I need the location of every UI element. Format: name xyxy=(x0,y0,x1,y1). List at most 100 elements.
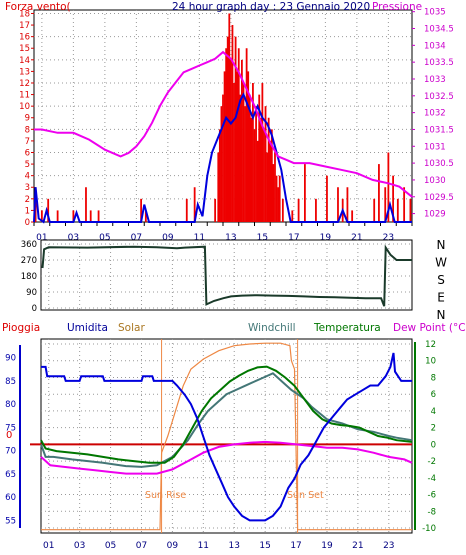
hour-tick-label: 07 xyxy=(131,233,142,243)
humidity-tick-label: 75 xyxy=(5,423,16,433)
wind-tick-label: 12 xyxy=(19,79,30,89)
pressure-tick-label: 1035 xyxy=(424,8,446,18)
humidity-tick-label: 70 xyxy=(5,447,16,457)
wind-direction-panel xyxy=(40,239,413,311)
hour-tick-label: 15 xyxy=(259,541,270,551)
compass-label: N xyxy=(437,308,446,322)
hour-tick-label: 15 xyxy=(257,233,268,243)
direction-axis-ticks: 0 90 180 270 360 xyxy=(21,240,37,314)
temperature-tick-label: 12 xyxy=(425,340,436,350)
hour-tick-label: 07 xyxy=(136,541,147,551)
umidita-line xyxy=(41,352,412,522)
hour-tick-label: 11 xyxy=(198,541,209,551)
graph-title: 24 hour graph day : 23 Gennaio 2020 xyxy=(172,1,370,13)
hour-tick-label: 19 xyxy=(321,541,333,551)
temperature-humidity-panel xyxy=(40,338,413,534)
wind-tick-label: 17 xyxy=(19,21,30,31)
pressure-tick-label: 1029 xyxy=(424,210,446,220)
temperature-axis-ticks: -10 -8 -6 -4 -2 0 2 4 6 8 10 12 xyxy=(422,340,436,534)
direction-tick-label: 360 xyxy=(21,240,37,250)
windchill-label: Windchill xyxy=(248,322,296,334)
direction-tick-label: 0 xyxy=(32,304,37,314)
compass-label: N xyxy=(437,238,446,252)
temperature-tick-label: -6 xyxy=(428,491,436,501)
hour-tick-label: 01 xyxy=(36,233,47,243)
pressure-tick-label: 1030 xyxy=(424,176,446,186)
direction-tick-label: 270 xyxy=(21,256,37,266)
wind-tick-label: 8 xyxy=(25,125,30,135)
wind-tick-label: 16 xyxy=(19,33,30,43)
hour-tick-label: 17 xyxy=(288,233,299,243)
pressure-label: Pressione xyxy=(372,1,422,13)
hour-tick-label: 09 xyxy=(162,233,174,243)
pressure-tick-label: 1032 xyxy=(424,109,446,119)
hour-tick-label: 05 xyxy=(105,541,116,551)
temperature-tick-label: 0 xyxy=(431,440,436,450)
pressure-line xyxy=(34,50,413,198)
wind-tick-label: 10 xyxy=(19,102,30,112)
wind-pressure-series xyxy=(33,13,413,224)
humidity-tick-label: 90 xyxy=(5,354,16,364)
wind-tick-label: 9 xyxy=(25,114,30,124)
hour-tick-label: 03 xyxy=(74,541,85,551)
temperature-tick-label: -4 xyxy=(428,474,436,484)
hour-tick-label: 13 xyxy=(225,233,236,243)
wind-average-line xyxy=(33,92,412,224)
pressure-tick-label: 1034 xyxy=(424,41,446,51)
hour-tick-label: 01 xyxy=(43,541,54,551)
wind-tick-label: 14 xyxy=(19,56,30,66)
temperature-tick-label: -2 xyxy=(428,457,436,467)
hour-tick-label: 19 xyxy=(320,233,332,243)
hour-tick-label: 03 xyxy=(68,233,79,243)
wind-tick-label: 13 xyxy=(19,67,30,77)
hour-tick-label: 17 xyxy=(290,541,301,551)
pressure-axis-ticks: 1029 1029.5 1030 1030.5 1031 1031.5 1032 1032.5… xyxy=(412,8,454,220)
hour-tick-label: 21 xyxy=(351,233,362,243)
pressure-tick-label: 1032.5 xyxy=(424,92,454,102)
wind-direction-series xyxy=(41,244,412,307)
temperature-label: Temperatura xyxy=(313,322,381,334)
solar-label: Solar xyxy=(118,322,145,334)
wind-tick-label: 6 xyxy=(25,148,30,158)
hour-tick-label: 09 xyxy=(167,541,179,551)
humidity-axis-ticks: 55 60 65 70 75 80 85 90 xyxy=(5,354,16,527)
temperature-tick-label: -8 xyxy=(428,507,436,517)
humidity-tick-label: 65 xyxy=(5,470,16,480)
hour-axis-ticks-bottom: 01 03 05 07 09 11 13 15 17 19 21 23 xyxy=(43,541,395,551)
temperature-tick-label: 8 xyxy=(431,373,436,383)
compass-label: S xyxy=(437,273,445,287)
temperature-humidity-series xyxy=(30,339,413,533)
wind-tick-label: 11 xyxy=(19,91,30,101)
humidity-tick-label: 55 xyxy=(5,516,16,526)
temperature-tick-label: 2 xyxy=(431,424,436,434)
wind-direction-line xyxy=(41,244,412,307)
hour-axis-ticks-top: 01 03 05 07 09 11 13 15 17 19 21 23 xyxy=(36,233,394,243)
windchill-line xyxy=(40,372,413,468)
hour-tick-label: 23 xyxy=(383,233,394,243)
sunset-label: Sun Set xyxy=(287,490,324,501)
pressure-tick-label: 1029.5 xyxy=(424,193,454,203)
hour-tick-label: 21 xyxy=(352,541,363,551)
pressure-tick-label: 1033.5 xyxy=(424,58,454,68)
wind-tick-label: 18 xyxy=(19,9,30,19)
humidity-tick-label: 60 xyxy=(5,493,16,503)
wind-tick-label: 3 xyxy=(25,183,30,193)
temperature-tick-label: 6 xyxy=(431,390,436,400)
rain-zero-label: 0 xyxy=(6,430,12,441)
dewpoint-line xyxy=(40,440,413,475)
temperatura-line xyxy=(40,365,413,464)
direction-tick-label: 90 xyxy=(26,288,37,298)
hour-tick-label: 11 xyxy=(194,233,205,243)
temperature-tick-label: 10 xyxy=(425,357,436,367)
wind-tick-label: 5 xyxy=(25,160,30,170)
pressure-tick-label: 1031 xyxy=(424,142,446,152)
humidity-label: Umidita xyxy=(67,322,108,334)
wind-tick-label: 0 xyxy=(25,218,30,228)
wind-tick-label: 7 xyxy=(25,137,30,147)
solar-line xyxy=(41,342,412,531)
direction-tick-label: 180 xyxy=(21,272,37,282)
humidity-tick-label: 85 xyxy=(5,377,16,387)
